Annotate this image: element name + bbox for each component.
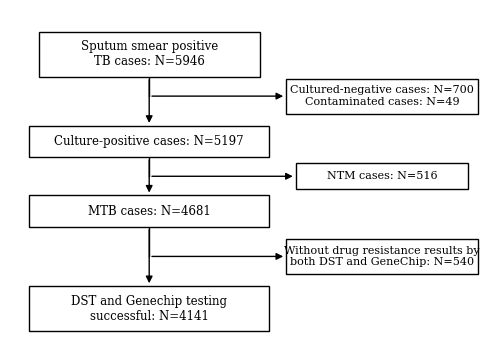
Text: Cultured-negative cases: N=700
Contaminated cases: N=49: Cultured-negative cases: N=700 Contamina…: [290, 85, 474, 107]
Text: Without drug resistance results by
both DST and GeneChip: N=540: Without drug resistance results by both …: [284, 246, 480, 267]
FancyBboxPatch shape: [286, 79, 478, 114]
Text: MTB cases: N=4681: MTB cases: N=4681: [88, 205, 210, 218]
FancyBboxPatch shape: [286, 239, 478, 274]
Text: Culture-positive cases: N=5197: Culture-positive cases: N=5197: [54, 135, 244, 148]
Text: NTM cases: N=516: NTM cases: N=516: [326, 171, 438, 181]
FancyBboxPatch shape: [29, 195, 269, 227]
FancyBboxPatch shape: [29, 126, 269, 157]
FancyBboxPatch shape: [29, 286, 269, 331]
Text: DST and Genechip testing
successful: N=4141: DST and Genechip testing successful: N=4…: [71, 295, 227, 323]
FancyBboxPatch shape: [296, 163, 469, 189]
FancyBboxPatch shape: [39, 32, 260, 77]
Text: Sputum smear positive
TB cases: N=5946: Sputum smear positive TB cases: N=5946: [80, 40, 218, 68]
